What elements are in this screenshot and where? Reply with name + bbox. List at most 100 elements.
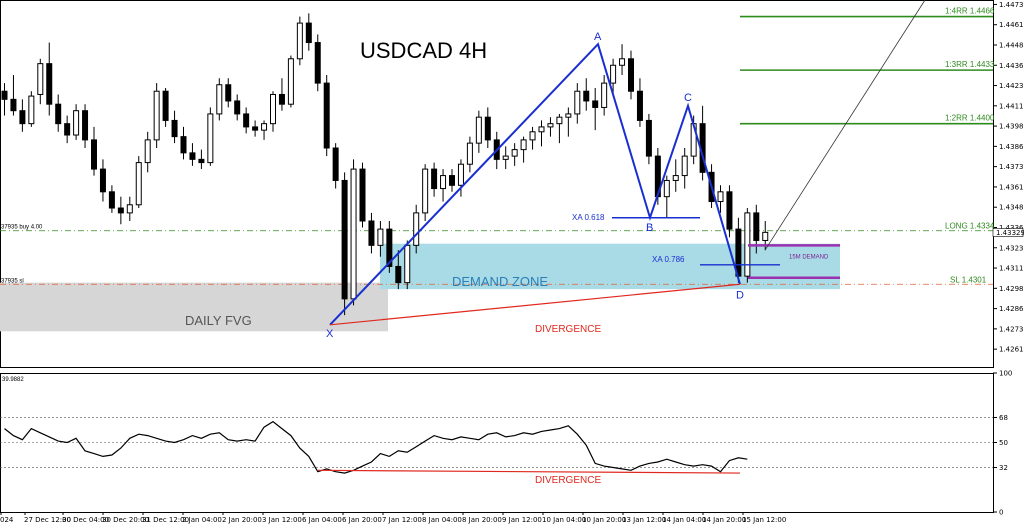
- candle-body: [556, 116, 563, 125]
- time-tick-label: 27 Dec 12:00: [24, 516, 71, 524]
- candle-body: [278, 93, 285, 105]
- time-tick-label: 10 Jan 04:00: [542, 516, 586, 524]
- time-tick-label: 3 Jan 12:00: [262, 516, 302, 524]
- candle-body: [305, 22, 312, 44]
- candle-body: [261, 123, 268, 131]
- candle-body: [431, 168, 438, 190]
- candle-body: [198, 158, 205, 164]
- candle-body: [538, 126, 545, 133]
- candle-body: [672, 175, 679, 181]
- candle-body: [108, 191, 115, 209]
- candle-body: [99, 168, 106, 193]
- candle-body: [162, 90, 169, 121]
- candle-body: [314, 42, 321, 84]
- candle-body: [46, 63, 53, 105]
- price-tick-label: 1.44610: [999, 21, 1024, 29]
- candle-body: [135, 162, 142, 206]
- price-tick-label: 1.44110: [999, 102, 1024, 110]
- price-tick-label: 1.42610: [999, 346, 1024, 354]
- price-tick-label: 1.44485: [999, 41, 1024, 49]
- candle-body: [216, 84, 223, 115]
- candle-body: [368, 220, 375, 246]
- price-tick-label: 1.43235: [999, 244, 1024, 252]
- candle-body: [287, 58, 294, 105]
- candle-body: [583, 90, 590, 102]
- candle-body: [207, 113, 214, 164]
- sl-order-tag: 37935 sl: [1, 278, 24, 284]
- candle-body: [413, 212, 420, 246]
- rr-target-label: 1:4RR 1.4466: [945, 7, 995, 16]
- candle-body: [332, 147, 339, 181]
- rr-target-label: 1:2RR 1.4400: [945, 114, 995, 123]
- time-tick-label: 13 Jan 12:00: [622, 516, 666, 524]
- rr-target-label: 1:3RR 1.4433: [945, 60, 995, 69]
- pattern-point-b: B: [646, 222, 653, 234]
- candle-body: [511, 149, 518, 157]
- candle-body: [28, 95, 35, 125]
- indicator-tick-label: 32: [999, 464, 1008, 472]
- candle-body: [457, 163, 464, 186]
- candle-body: [73, 110, 80, 136]
- indicator-line: [4, 420, 748, 474]
- candle-body: [55, 103, 62, 125]
- candle-body: [628, 58, 634, 92]
- candle-body: [717, 191, 724, 203]
- candle-body: [565, 113, 572, 118]
- candle-body: [296, 22, 303, 60]
- daily-fvg-label: DAILY FVG: [185, 313, 252, 328]
- current-price-tag: [992, 228, 1024, 237]
- price-divergence-label: DIVERGENCE: [535, 324, 601, 335]
- demand-zone-label: DEMAND ZONE: [452, 274, 548, 289]
- price-tick-label: 1.42860: [999, 305, 1024, 313]
- xa-0618-label: XA 0.618: [572, 213, 605, 222]
- indicator-divergence-line: [317, 469, 741, 474]
- price-tick-label: 1.43610: [999, 183, 1024, 191]
- time-tick-label: 7 Jan 12:00: [382, 516, 422, 524]
- price-divergence-line: [329, 283, 741, 326]
- candle-body: [153, 90, 160, 141]
- candle-body: [529, 131, 536, 141]
- candle-body: [91, 139, 97, 170]
- candle-body: [610, 64, 617, 84]
- candle-body: [592, 100, 599, 108]
- buy-order-tag: 37935 buy 4.00: [1, 225, 43, 231]
- pattern-point-c: C: [684, 92, 692, 104]
- candle-body: [475, 116, 482, 144]
- candle-body: [726, 191, 733, 230]
- candle-body: [1, 90, 8, 100]
- projection-line: [764, 0, 926, 251]
- candle-body: [663, 179, 670, 198]
- price-tick-label: 1.43860: [999, 143, 1024, 151]
- candle-body: [225, 84, 232, 102]
- price-tick-label: 1.43485: [999, 204, 1024, 212]
- daily-fvg-zone: [0, 282, 388, 332]
- price-tick-label: 1.44360: [999, 62, 1024, 70]
- price-tick-label: 1.43735: [999, 163, 1024, 171]
- candle-body: [64, 123, 71, 136]
- time-tick-label: 10 Jan 20:00: [582, 516, 626, 524]
- candle-body: [234, 100, 241, 115]
- time-tick-label: 2 Jan 20:00: [222, 516, 262, 524]
- candle-body: [645, 119, 652, 157]
- candle-body: [252, 126, 259, 131]
- indicator-tick-label: 68: [999, 414, 1008, 422]
- indicator-tick-label: 0: [999, 509, 1003, 517]
- candle-body: [189, 152, 196, 160]
- time-tick-label: 8 Jan 04:00: [422, 516, 462, 524]
- candle-body: [449, 175, 455, 186]
- candle-body: [404, 244, 411, 284]
- price-tick-label: 1.43110: [999, 265, 1024, 273]
- price-tick-label: 1.42735: [999, 325, 1024, 333]
- time-tick-label: 024: [0, 516, 14, 524]
- candle-body: [82, 110, 89, 141]
- price-tick-label: 1.44235: [999, 82, 1024, 90]
- candle-body: [636, 90, 643, 121]
- demand-zone: [380, 243, 840, 290]
- pattern-point-x: X: [326, 328, 334, 340]
- indicator-divergence-label: DIVERGENCE: [535, 475, 601, 486]
- time-tick-label: 6 Jan 04:00: [302, 516, 342, 524]
- indicator-tick-label: 50: [999, 439, 1008, 447]
- time-tick-label: 14 Jan 04:00: [662, 516, 706, 524]
